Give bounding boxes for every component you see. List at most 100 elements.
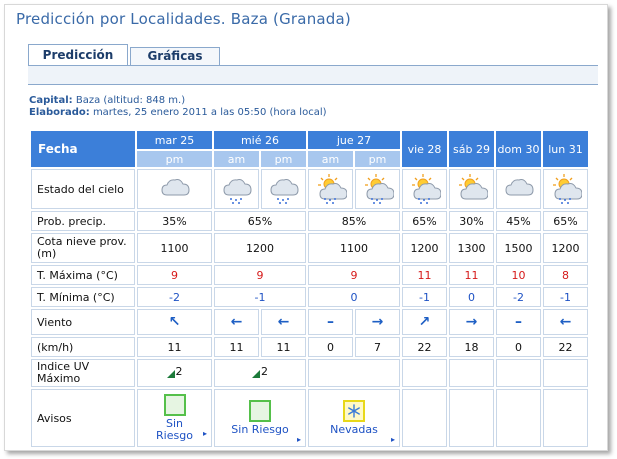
tmin-value: 0 [449,287,494,307]
cloud-icon [138,173,211,205]
precip-row: Prob. precip. 35% 65% 85% 65% 30% 45% 65… [31,211,588,231]
warning-cell[interactable]: Sin Riesgo ▸ [214,389,306,447]
elaborado-label: Elaborado: [29,107,90,118]
page-title: Predicción por Localidades. Baza (Granad… [16,10,351,28]
warning-green-icon [163,394,186,416]
kmh-value: 22 [543,337,588,357]
snow-value: 1300 [449,233,494,263]
period-header: pm [137,151,212,167]
tmin-value: -2 [137,287,212,307]
tmin-value: 0 [308,287,400,307]
snow-value: 1200 [543,233,588,263]
snow-value: 1100 [308,233,400,263]
kmh-value: 0 [308,337,353,357]
precip-value: 65% [402,211,447,231]
tmin-value: -1 [214,287,306,307]
row-label: Indice UV Máximo [31,359,135,387]
day-header: sáb 29 [449,131,494,167]
day-header: lun 31 [543,131,588,167]
day-header: jue 27 [308,131,400,149]
tmin-value: -1 [402,287,447,307]
snow-row: Cota nieve prov.(m) 1100 1200 1100 1200 … [31,233,588,263]
capital-value: Baza (altitud: 848 m.) [75,95,186,106]
precip-value: 35% [137,211,212,231]
sun-rain-cloud-icon [544,173,587,205]
snow-value: 1200 [214,233,306,263]
row-label: Prob. precip. [31,211,135,231]
kmh-value: 22 [402,337,447,357]
precip-value: 65% [543,211,588,231]
arrow-up-left-icon: ↖ [168,314,181,330]
day-header: dom 30 [496,131,541,167]
period-header: am [308,151,353,167]
warning-text: Sin Riesgo [231,423,289,436]
sun-cloud-icon [450,173,493,205]
sun-rain-cloud-icon [403,173,446,205]
tab-graficas[interactable]: Gráficas [130,47,220,66]
tmin-value: -2 [496,287,541,307]
tmax-value: 8 [543,265,588,285]
snowflake-icon [343,400,365,422]
kmh-value: 18 [449,337,494,357]
warning-cell[interactable]: Sin Riesgo ▸ [137,389,212,447]
cloud-icon [497,173,540,205]
arrow-left-icon: ← [559,314,572,330]
row-label: Avisos [31,389,135,447]
row-label: Viento [31,309,135,335]
precip-value: 85% [308,211,400,231]
arrow-right-icon: → [371,314,384,330]
warnings-row: Avisos Sin Riesgo ▸ Sin Riesgo ▸ Nevadas… [31,389,588,447]
tmax-value: 11 [402,265,447,285]
forecast-table: Fecha mar 25 mié 26 jue 27 vie 28 sáb 29… [29,129,590,449]
snow-value: 1500 [496,233,541,263]
period-header: pm [355,151,400,167]
period-row: pm am pm am pm [31,151,588,167]
arrow-right-icon: → [465,314,478,330]
precip-value: 45% [496,211,541,231]
uv-triangle-icon [252,370,260,378]
sun-rain-cloud-icon [356,173,399,205]
sun-rain-cloud-icon [309,173,352,205]
arrow-up-right-icon: ↗ [418,314,431,330]
warning-cell[interactable]: Nevadas ▸ [308,389,400,447]
kmh-row: (km/h) 11 11 11 0 7 22 18 0 22 [31,337,588,357]
rain-cloud-icon [215,173,258,205]
day-header: mié 26 [214,131,306,149]
warning-green-icon [249,400,271,422]
tmax-value: 10 [496,265,541,285]
elaborado-value: martes, 25 enero 2011 a las 05:50 (hora … [92,107,327,118]
kmh-value: 11 [137,337,212,357]
elaborado-line: Elaborado: martes, 25 enero 2011 a las 0… [29,107,327,118]
kmh-value: 11 [261,337,306,357]
uv-row: Indice UV Máximo 2 2 [31,359,588,387]
day-header: mar 25 [137,131,212,149]
tmax-value: 11 [449,265,494,285]
arrow-left-icon: ← [230,314,243,330]
chevron-right-icon: ▸ [296,435,301,444]
header-row: Fecha mar 25 mié 26 jue 27 vie 28 sáb 29… [31,131,588,167]
tmin-value: -1 [543,287,588,307]
snow-value: 1200 [402,233,447,263]
capital-label: Capital: [29,95,73,106]
period-header: pm [261,151,306,167]
row-label: T. Máxima (°C) [31,265,135,285]
day-header: vie 28 [402,131,447,167]
row-label: T. Mínima (°C) [31,287,135,307]
fecha-header: Fecha [31,131,135,167]
tmax-value: 9 [308,265,400,285]
warning-text: Sin Riesgo [156,417,193,442]
chevron-right-icon: ▸ [202,429,207,438]
row-label: Estado del cielo [31,169,135,209]
chevron-right-icon: ▸ [390,435,395,444]
arrow-left-icon: ← [277,314,290,330]
row-label: Cota nieve prov.(m) [31,233,135,263]
rain-cloud-icon [262,173,305,205]
period-header: am [214,151,259,167]
tmin-row: T. Mínima (°C) -2 -1 0 -1 0 -2 -1 [31,287,588,307]
uv-index: 2 [166,365,183,378]
calm-dash-icon: – [515,314,522,330]
warning-text: Nevadas [330,423,378,436]
tab-prediccion[interactable]: Predicción [28,44,128,66]
tab-content-bar [28,65,598,85]
tmax-row: T. Máxima (°C) 9 9 9 11 11 10 8 [31,265,588,285]
